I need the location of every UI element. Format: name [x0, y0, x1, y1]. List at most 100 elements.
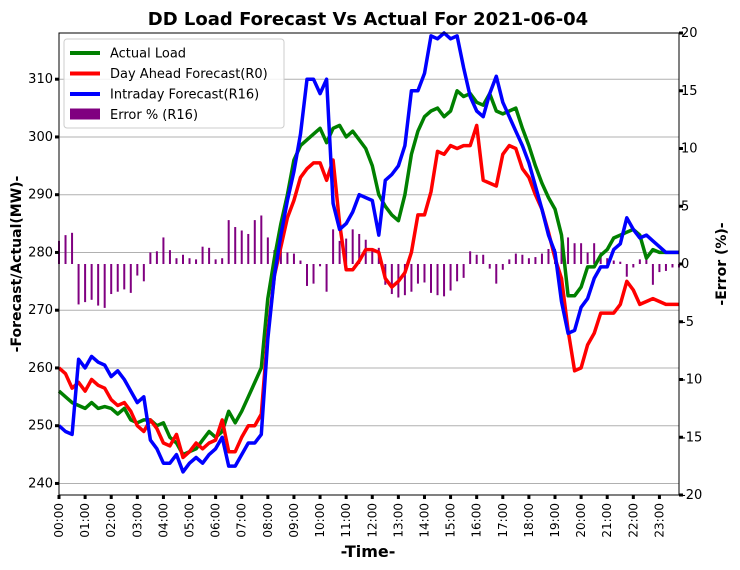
error-bar — [260, 215, 263, 264]
x-tick-label: 15:00 — [444, 503, 458, 538]
x-tick-label: 03:00 — [130, 503, 144, 538]
y-tick-label: 310 — [28, 72, 53, 87]
error-bar — [475, 254, 478, 264]
y2-tick-label: -10 — [681, 373, 702, 388]
x-tick-label: 02:00 — [104, 503, 118, 538]
error-bar — [658, 264, 661, 273]
x-tick-label: 04:00 — [156, 503, 170, 538]
legend-swatch — [70, 108, 100, 120]
error-bar — [188, 258, 191, 264]
error-bar — [195, 259, 198, 264]
y-axis-right: -20 -15 -10 -5 0 5 10 15 20 — [679, 26, 702, 503]
error-bar — [436, 264, 439, 296]
error-bar — [279, 246, 282, 264]
error-bar — [443, 264, 446, 297]
error-bar — [208, 247, 211, 264]
error-bar — [64, 235, 67, 264]
error-bar — [449, 264, 452, 291]
series-line-2 — [57, 31, 679, 474]
error-bar — [371, 248, 374, 264]
error-bar — [240, 230, 243, 264]
series-lines — [57, 31, 679, 474]
error-bar — [403, 264, 406, 296]
error-bar — [482, 254, 485, 264]
error-bar — [266, 237, 269, 264]
error-bar — [345, 238, 348, 264]
error-bar — [299, 260, 302, 264]
error-bar — [645, 255, 648, 264]
error-bar — [625, 264, 628, 277]
y-tick-label: 250 — [28, 419, 53, 434]
error-bar — [358, 233, 361, 264]
error-bar — [155, 251, 158, 264]
y-tick-label: 280 — [28, 245, 53, 260]
error-bar — [638, 259, 641, 264]
error-bar — [149, 252, 152, 264]
error-bar — [410, 264, 413, 292]
error-bar — [325, 264, 328, 292]
error-bars — [58, 215, 680, 308]
error-bar — [116, 264, 119, 292]
error-bar — [97, 264, 100, 306]
error-bar — [416, 264, 419, 284]
x-tick-label: 13:00 — [391, 503, 405, 538]
legend-box — [63, 38, 285, 129]
error-bar — [632, 264, 635, 268]
y2-tick-label: 0 — [681, 257, 689, 272]
error-bar — [488, 264, 491, 269]
error-bar — [495, 264, 498, 284]
x-tick-label: 19:00 — [548, 503, 562, 538]
error-bar — [619, 261, 622, 264]
legend-label: Error % (R16) — [110, 108, 198, 123]
error-bar — [286, 252, 289, 264]
error-bar — [312, 264, 315, 284]
x-tick-label: 01:00 — [78, 503, 92, 538]
error-bar — [319, 264, 322, 267]
x-axis: 00:00 01:00 02:00 03:00 04:00 05:00 06:00 07:00… — [52, 495, 666, 538]
error-bar — [162, 237, 165, 264]
error-bar — [123, 264, 126, 290]
y2-tick-label: 15 — [681, 84, 698, 99]
error-bar — [306, 264, 308, 286]
legend: Actual Load Day Ahead Forecast(R0) Intrada… — [63, 38, 285, 129]
error-bar — [175, 258, 178, 264]
y-tick-label: 240 — [28, 476, 53, 491]
error-bar — [253, 220, 256, 264]
error-bar — [540, 253, 543, 264]
y2-tick-label: 10 — [681, 142, 698, 157]
error-bar — [508, 259, 511, 264]
x-axis-label: -Time- — [341, 542, 396, 561]
error-bar — [214, 259, 217, 264]
grid-lines — [59, 78, 679, 484]
error-bar — [390, 264, 393, 295]
y2-tick-label: -5 — [681, 315, 694, 330]
error-bar — [573, 243, 576, 264]
error-bar — [423, 264, 426, 283]
x-tick-label: 06:00 — [209, 503, 223, 538]
error-bar — [77, 264, 80, 305]
error-bar — [514, 253, 517, 264]
x-tick-label: 23:00 — [652, 503, 666, 538]
x-tick-label: 12:00 — [365, 503, 379, 538]
x-tick-label: 05:00 — [183, 503, 197, 538]
error-bar — [351, 229, 354, 264]
x-tick-label: 20:00 — [574, 503, 588, 538]
legend-label: Intraday Forecast(R16) — [110, 88, 259, 103]
error-bar — [90, 264, 93, 300]
legend-label: Actual Load — [110, 47, 186, 62]
error-bar — [221, 258, 224, 264]
y-axis-left: 240 250 260 270 280 290 300 310 — [28, 72, 59, 491]
error-bar — [521, 254, 524, 264]
error-bar — [671, 264, 674, 268]
error-bar — [110, 264, 113, 295]
error-bar — [586, 252, 589, 264]
y2-axis-label: -Error (%)- — [714, 222, 730, 305]
x-tick-label: 16:00 — [470, 503, 484, 538]
error-bar — [338, 240, 341, 264]
y2-tick-label: 20 — [681, 26, 698, 41]
error-bar — [612, 260, 615, 264]
y2-tick-label: -15 — [681, 430, 702, 445]
x-tick-label: 09:00 — [287, 503, 301, 538]
error-bar — [580, 243, 583, 264]
